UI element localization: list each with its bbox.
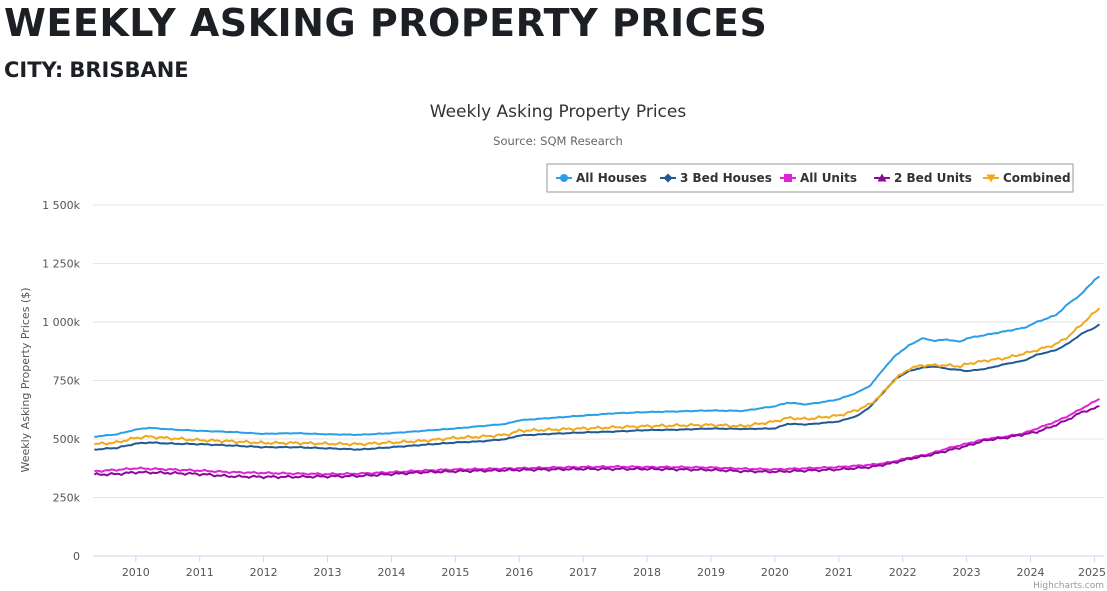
x-tick-label: 2023 <box>953 566 981 579</box>
x-tick-label: 2021 <box>825 566 853 579</box>
x-tick-label: 2011 <box>186 566 214 579</box>
legend-label: 3 Bed Houses <box>680 171 772 185</box>
x-tick-label: 2020 <box>761 566 789 579</box>
legend-label: All Units <box>800 171 857 185</box>
x-axis: 2010 2011 2012 2013 2014 2015 2016 2017 2018 2019… <box>93 555 1106 579</box>
legend-marker-square <box>784 174 792 182</box>
y-tick-label: 500k <box>53 433 81 446</box>
x-tick-label: 2022 <box>889 566 917 579</box>
city-label: CITY: <box>4 58 64 82</box>
chart-legend: All Houses 3 Bed Houses All Units 2 Bed Uni… <box>546 163 1074 193</box>
legend-marker-triangle-down <box>986 174 996 183</box>
series-line-combined[interactable] <box>94 307 1101 447</box>
legend-item-all-houses[interactable]: All Houses <box>556 171 647 185</box>
x-tick-label: 2024 <box>1017 566 1045 579</box>
series-line-3-bed-houses[interactable] <box>94 323 1101 451</box>
legend-marker-circle <box>560 174 568 182</box>
x-tick-label: 2012 <box>250 566 278 579</box>
x-tick-label: 2014 <box>377 566 405 579</box>
chart-subtitle: Source: SQM Research <box>493 134 623 148</box>
y-tick-label: 250k <box>53 492 81 505</box>
y-tick-label: 0 <box>73 550 80 563</box>
legend-marker-triangle <box>877 173 887 182</box>
city-value: BRISBANE <box>69 58 189 82</box>
series-line-2-bed-units[interactable] <box>93 405 1100 480</box>
legend-label: All Houses <box>576 171 647 185</box>
x-tick-label: 2025 <box>1078 566 1106 579</box>
x-tick-label: 2016 <box>505 566 533 579</box>
legend-label: Combined <box>1003 171 1071 185</box>
y-tick-label: 1 500k <box>42 199 80 212</box>
series-lines <box>93 275 1101 480</box>
legend-item-3-bed-houses[interactable]: 3 Bed Houses <box>660 171 772 185</box>
legend-marker-diamond <box>663 173 673 183</box>
x-tick-label: 2010 <box>122 566 150 579</box>
legend-label: 2 Bed Units <box>894 171 972 185</box>
x-tick-label: 2019 <box>697 566 725 579</box>
x-tick-label: 2017 <box>569 566 597 579</box>
legend-item-combined[interactable]: Combined <box>983 171 1071 185</box>
x-tick-label: 2015 <box>441 566 469 579</box>
y-tick-label: 1 000k <box>42 316 80 329</box>
series-line-all-houses[interactable] <box>94 275 1101 438</box>
y-axis-ticks: 0 250k 500k 750k 1 000k 1 250k 1 500k <box>42 199 80 563</box>
gridlines <box>93 204 1104 498</box>
legend-item-all-units[interactable]: All Units <box>780 171 857 185</box>
city-heading: CITY: BRISBANE <box>4 56 189 84</box>
y-tick-label: 1 250k <box>42 258 80 271</box>
y-tick-label: 750k <box>53 375 81 388</box>
x-tick-label: 2013 <box>314 566 342 579</box>
series-line-all-units[interactable] <box>94 397 1101 476</box>
y-axis-title: Weekly Asking Property Prices ($) <box>19 287 32 472</box>
legend-item-2-bed-units[interactable]: 2 Bed Units <box>874 171 972 185</box>
page-title: WEEKLY ASKING PROPERTY PRICES <box>4 1 768 45</box>
chart-title: Weekly Asking Property Prices <box>430 102 687 122</box>
x-tick-label: 2018 <box>633 566 661 579</box>
credits-link[interactable]: Highcharts.com <box>1033 581 1104 591</box>
